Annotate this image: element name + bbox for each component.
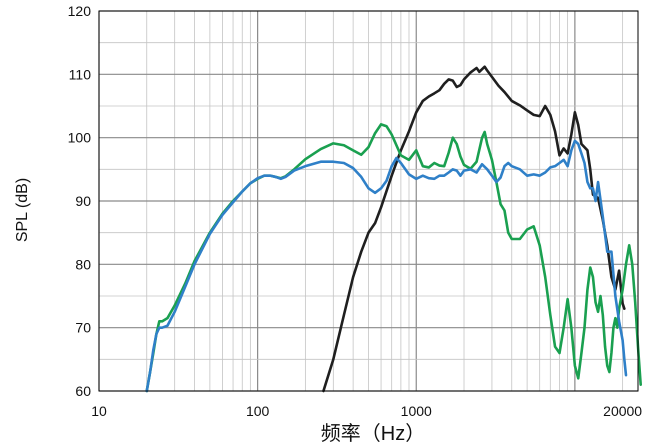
x-tick-labels: 10 100 1000 20000 xyxy=(91,403,642,419)
y-tick-label: 70 xyxy=(75,320,91,336)
series-lines xyxy=(145,65,642,393)
y-tick-label: 120 xyxy=(68,3,92,19)
y-tick-label: 110 xyxy=(69,66,92,82)
y-axis-title: SPL (dB) xyxy=(14,178,31,242)
y-tick-label: 90 xyxy=(75,193,91,209)
series-line-1 xyxy=(322,65,626,393)
x-tick-label: 100 xyxy=(246,403,270,419)
y-tick-label: 60 xyxy=(75,383,91,399)
x-tick-label: 10 xyxy=(91,403,107,419)
y-tick-label: 100 xyxy=(68,130,92,146)
y-tick-label: 80 xyxy=(75,256,91,272)
grid xyxy=(98,10,638,392)
y-tick-labels: 60 70 80 90 100 110 120 xyxy=(68,3,92,399)
x-tick-label: 20000 xyxy=(603,403,642,419)
series-line-3 xyxy=(145,139,628,393)
x-tick-label: 1000 xyxy=(401,403,432,419)
x-axis-title: 频率（Hz） xyxy=(321,422,425,445)
plot-frame xyxy=(98,10,639,392)
